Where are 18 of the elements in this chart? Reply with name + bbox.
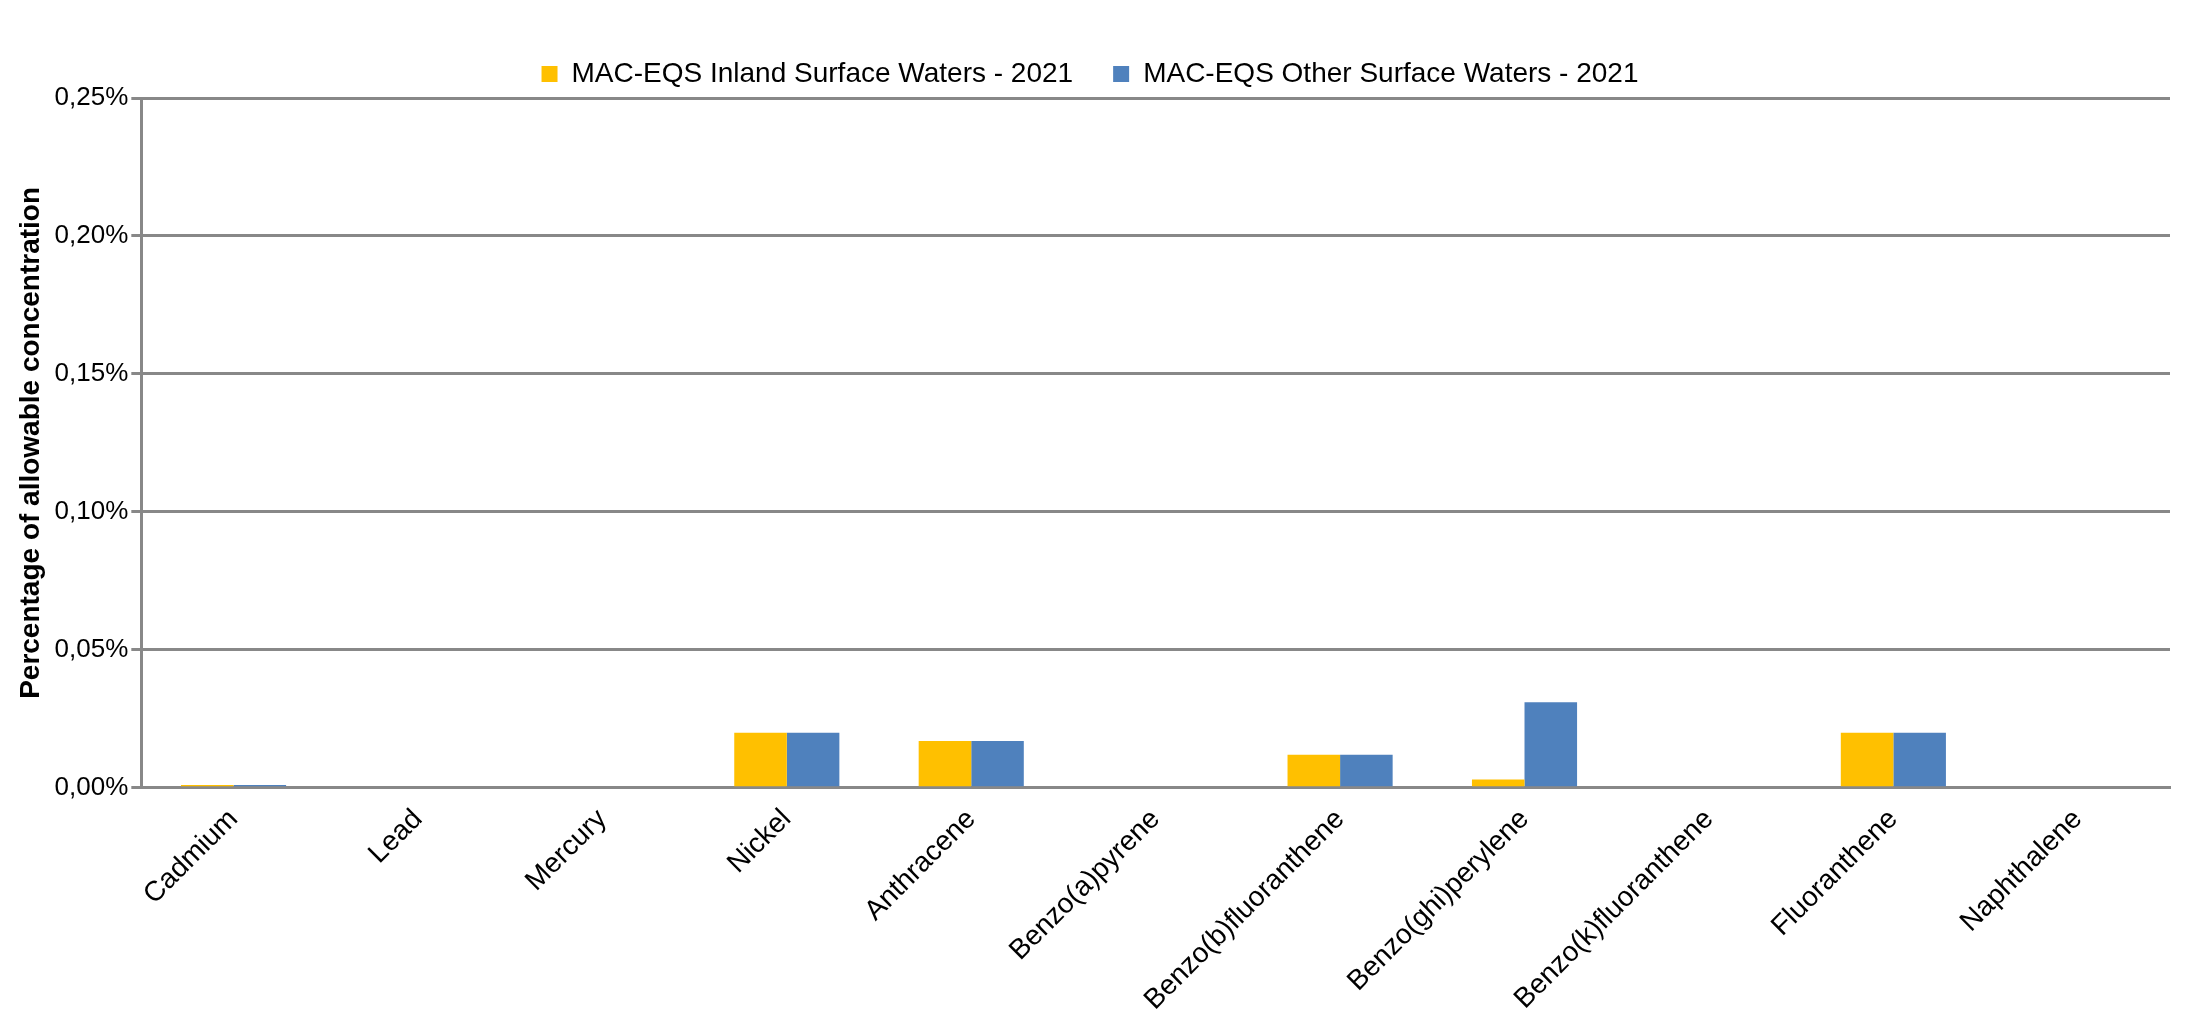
bar: [971, 740, 1024, 787]
bar: [1287, 754, 1341, 787]
bar: [1524, 702, 1578, 787]
bar: [734, 732, 787, 787]
y-tick-label: 0,15%: [54, 357, 129, 388]
y-tick-label: 0,10%: [54, 495, 129, 526]
y-tick-label: 0,00%: [54, 770, 129, 801]
bar: [1840, 732, 1894, 787]
bar: [1893, 732, 1946, 787]
y-tick-label: 0,05%: [54, 633, 129, 664]
y-tick-label: 0,20%: [54, 219, 129, 250]
y-axis-title: Percentage of allowable concentration: [13, 186, 45, 699]
y-tick-label: 0,25%: [54, 81, 129, 112]
legend-label: MAC-EQS Inland Surface Waters - 2021: [571, 56, 1074, 88]
bar: [786, 732, 840, 787]
bar: [1340, 754, 1393, 787]
legend-label: MAC-EQS Other Surface Waters - 2021: [1143, 56, 1639, 88]
bar: [918, 740, 972, 787]
